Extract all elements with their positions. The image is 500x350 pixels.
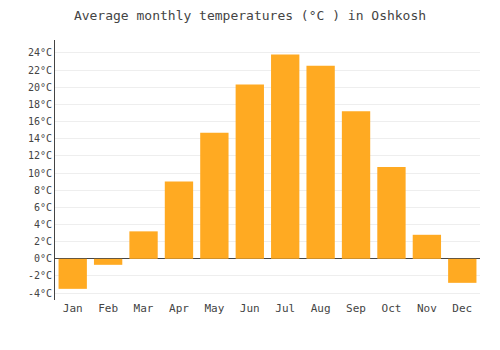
svg-text:May: May xyxy=(204,302,224,315)
svg-text:Apr: Apr xyxy=(169,302,189,315)
svg-text:22°C: 22°C xyxy=(28,65,52,76)
svg-text:16°C: 16°C xyxy=(28,116,52,127)
svg-text:Feb: Feb xyxy=(98,302,118,315)
svg-text:-2°C: -2°C xyxy=(28,270,52,281)
svg-text:-4°C: -4°C xyxy=(28,288,52,299)
svg-text:Jul: Jul xyxy=(275,302,295,315)
svg-text:Mar: Mar xyxy=(134,302,154,315)
svg-text:12°C: 12°C xyxy=(28,150,52,161)
svg-text:8°C: 8°C xyxy=(34,185,52,196)
svg-text:18°C: 18°C xyxy=(28,99,52,110)
svg-text:20°C: 20°C xyxy=(28,82,52,93)
svg-text:24°C: 24°C xyxy=(28,47,52,58)
svg-text:Aug: Aug xyxy=(311,302,331,315)
svg-text:14°C: 14°C xyxy=(28,133,52,144)
svg-text:Jun: Jun xyxy=(240,302,260,315)
svg-text:6°C: 6°C xyxy=(34,202,52,213)
svg-text:10°C: 10°C xyxy=(28,168,52,179)
svg-text:Dec: Dec xyxy=(452,302,472,315)
svg-text:Average monthly temperatures (: Average monthly temperatures (°C ) in Os… xyxy=(74,8,426,23)
svg-text:4°C: 4°C xyxy=(34,219,52,230)
svg-text:Nov: Nov xyxy=(417,302,437,315)
svg-text:Jan: Jan xyxy=(63,302,83,315)
svg-text:0°C: 0°C xyxy=(34,253,52,264)
svg-text:Sep: Sep xyxy=(346,302,366,315)
svg-text:Oct: Oct xyxy=(382,302,402,315)
svg-text:2°C: 2°C xyxy=(34,236,52,247)
